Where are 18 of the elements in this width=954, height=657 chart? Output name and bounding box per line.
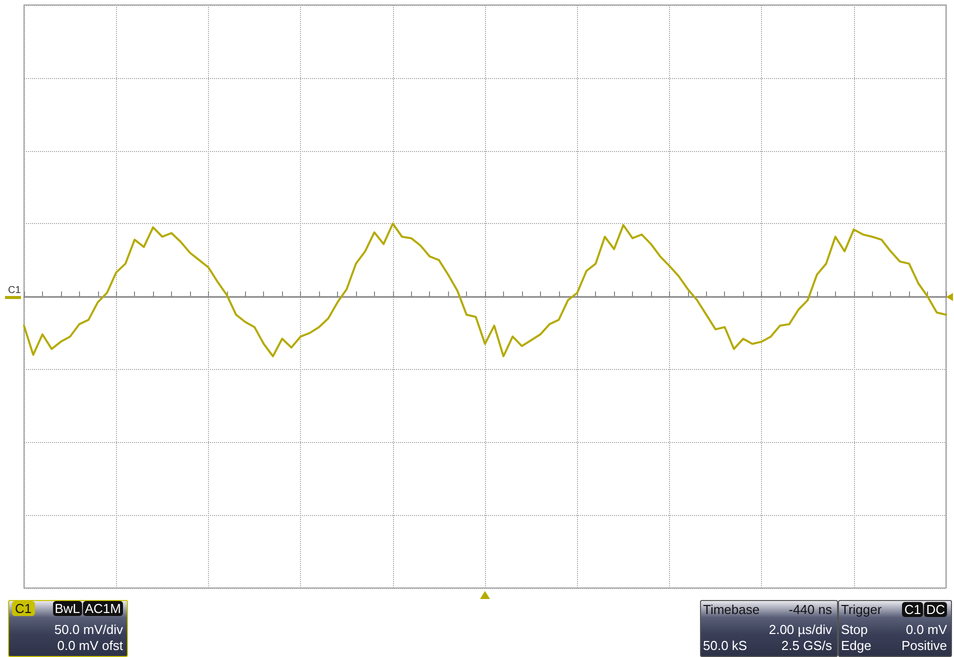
text: -440 ns bbox=[788, 602, 832, 617]
text: AC1M bbox=[82, 601, 123, 616]
text: 0.0 mV ofst bbox=[57, 638, 123, 653]
text: 2.5 GS/s bbox=[781, 638, 832, 653]
text: 0.0 mV bbox=[906, 622, 947, 637]
text: Stop bbox=[841, 622, 868, 637]
text: C1 bbox=[8, 284, 21, 298]
text: Trigger bbox=[841, 602, 882, 617]
text: Timebase bbox=[703, 602, 760, 617]
text: DC bbox=[924, 602, 947, 617]
text: Positive bbox=[901, 638, 947, 653]
text: C1 bbox=[12, 601, 35, 616]
text: Edge bbox=[841, 638, 872, 653]
text: 50.0 kS bbox=[703, 638, 748, 653]
text: 2.00 µs/div bbox=[768, 622, 832, 637]
text: 50.0 mV/div bbox=[54, 622, 123, 637]
text: C1 bbox=[902, 602, 923, 617]
text: BwL bbox=[52, 601, 82, 616]
